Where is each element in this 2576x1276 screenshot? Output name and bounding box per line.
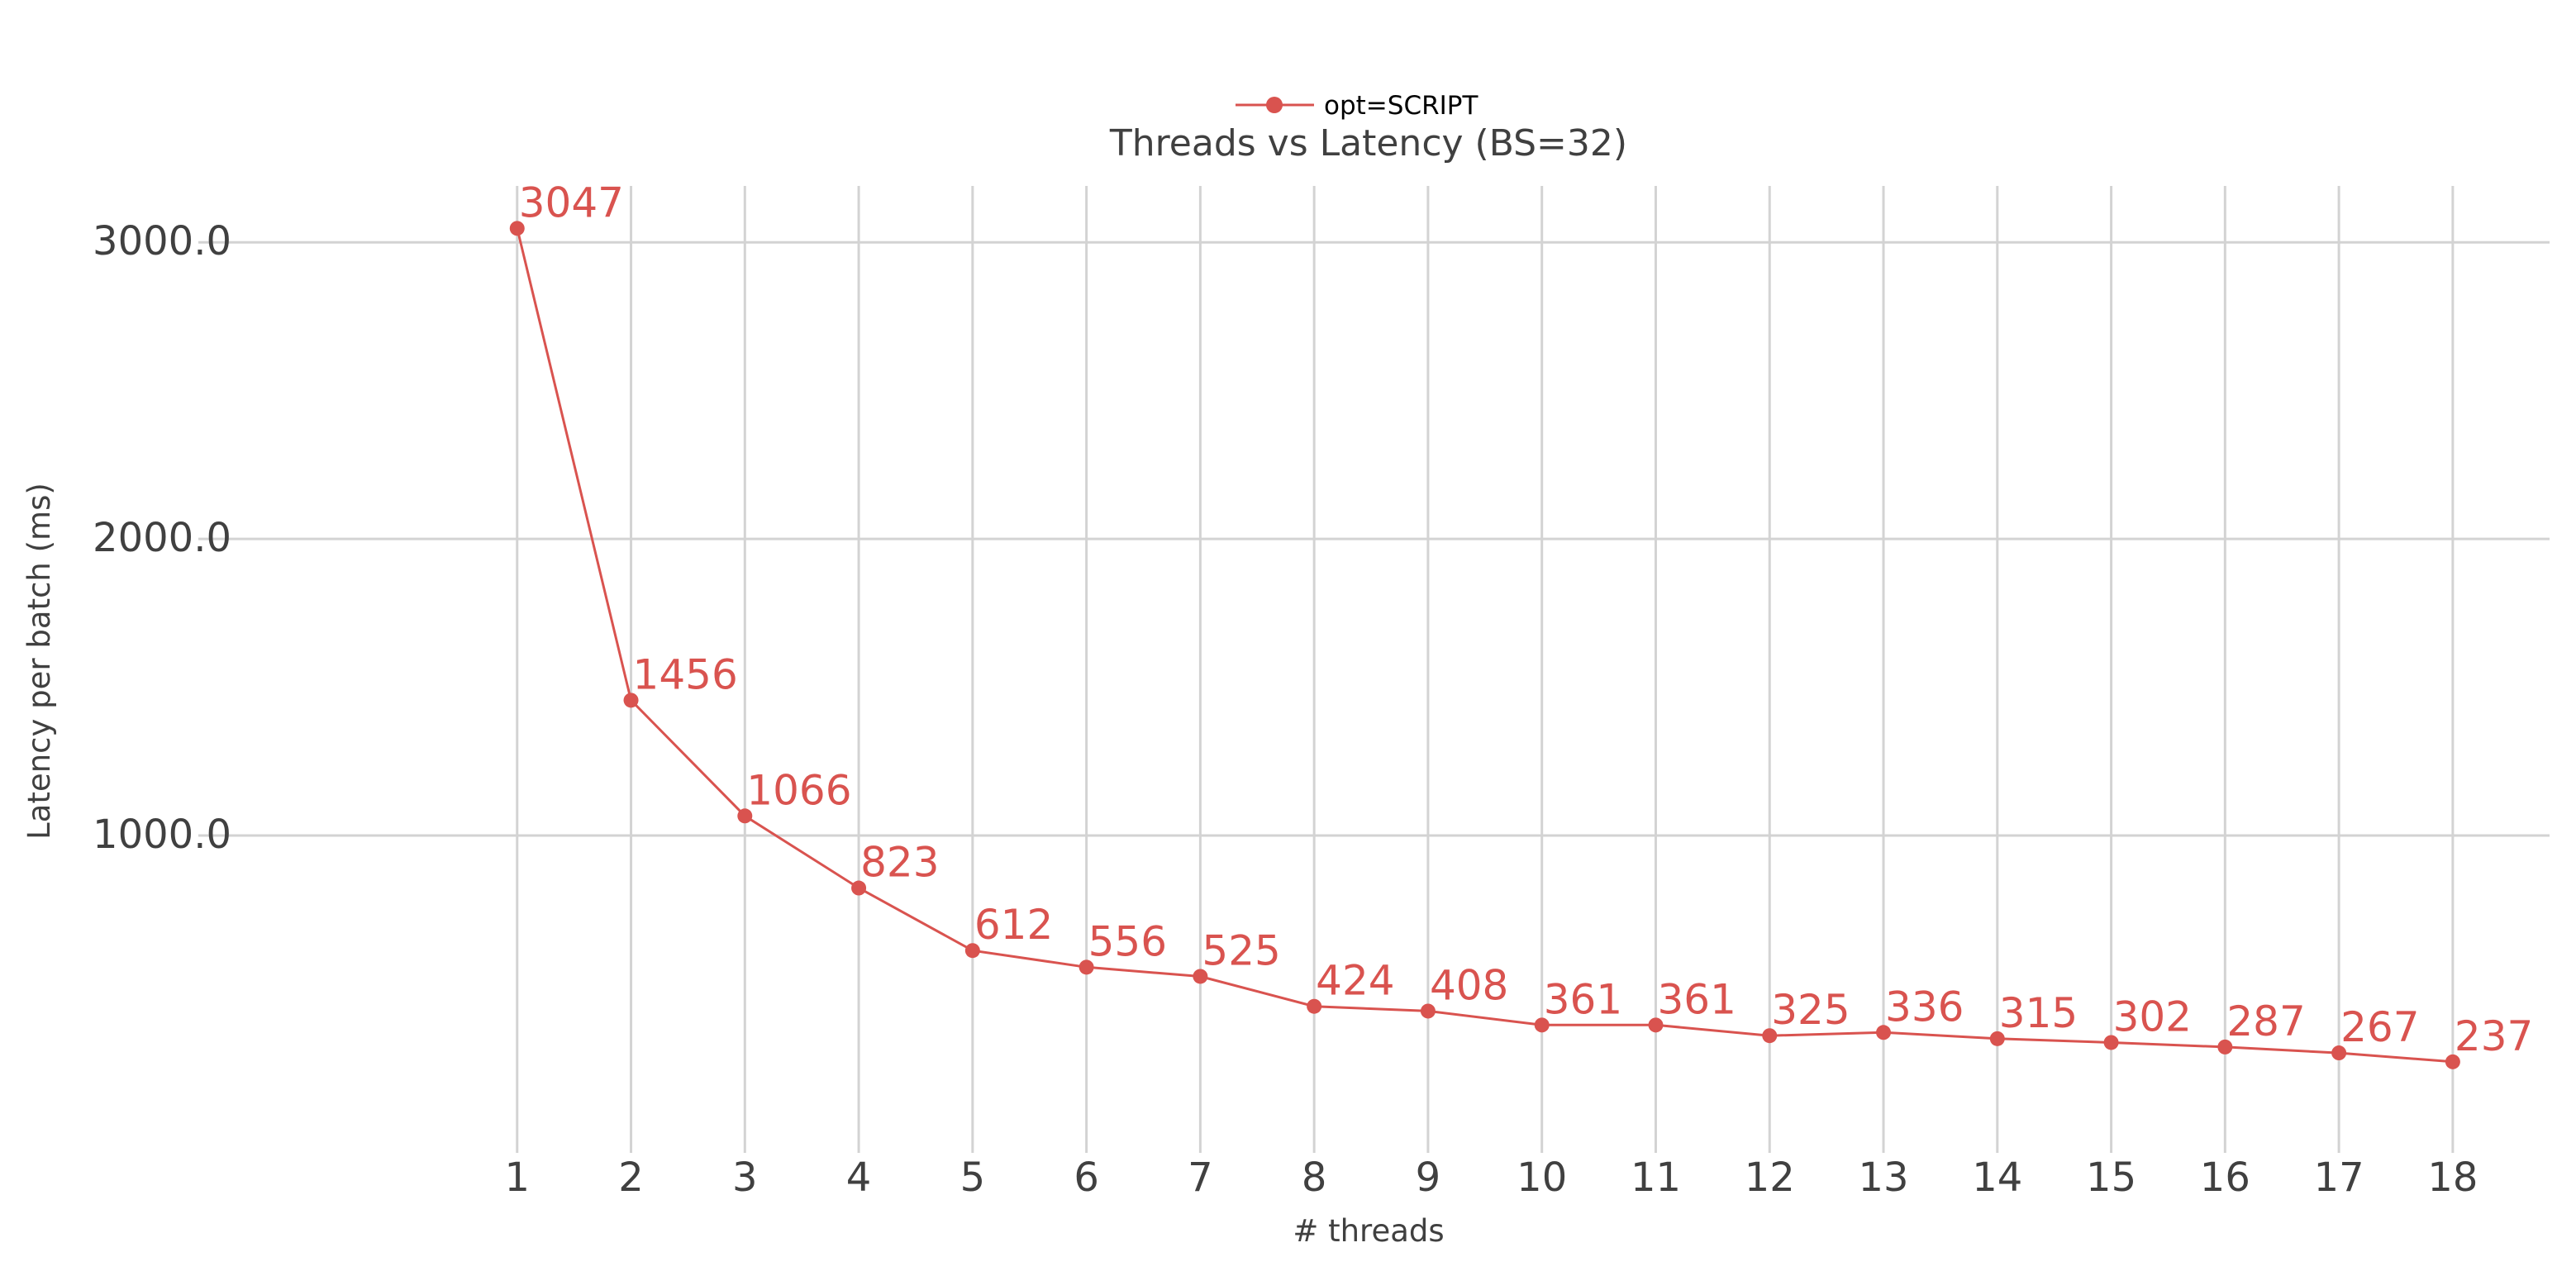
legend-series-label: opt=SCRIPT bbox=[1324, 91, 1478, 121]
data-label: 336 bbox=[1885, 983, 1964, 1031]
x-tick-label: 10 bbox=[1517, 1155, 1567, 1201]
legend: opt=SCRIPT bbox=[1236, 91, 1478, 121]
x-tick-label: 17 bbox=[2314, 1155, 2364, 1201]
data-label: 556 bbox=[1088, 917, 1167, 965]
data-label: 408 bbox=[1430, 961, 1508, 1009]
data-point bbox=[1876, 1025, 1892, 1040]
data-point bbox=[509, 221, 525, 236]
x-tick-label: 5 bbox=[960, 1155, 986, 1201]
chart-title: Threads vs Latency (BS=32) bbox=[1109, 122, 1627, 164]
data-label: 525 bbox=[1202, 926, 1280, 974]
data-point bbox=[851, 880, 867, 896]
data-point bbox=[623, 693, 639, 708]
data-point bbox=[2445, 1054, 2460, 1069]
grid bbox=[198, 186, 2550, 1153]
y-tick-label: 1000.0 bbox=[93, 812, 231, 858]
data-point bbox=[737, 808, 753, 824]
x-tick-label: 7 bbox=[1188, 1155, 1213, 1201]
x-tick-label: 6 bbox=[1074, 1155, 1099, 1201]
data-point bbox=[1534, 1017, 1550, 1033]
data-label: 424 bbox=[1316, 957, 1394, 1005]
data-label: 1456 bbox=[633, 650, 738, 698]
data-label: 315 bbox=[1999, 989, 2078, 1037]
series-line bbox=[516, 227, 2454, 1064]
data-label: 3047 bbox=[519, 179, 624, 226]
x-tick-label: 11 bbox=[1631, 1155, 1681, 1201]
x-tick-label: 9 bbox=[1416, 1155, 1441, 1201]
data-point bbox=[1989, 1031, 2005, 1046]
x-tick-label: 15 bbox=[2086, 1155, 2136, 1201]
x-tick-label: 2 bbox=[618, 1155, 644, 1201]
x-tick-label: 3 bbox=[732, 1155, 758, 1201]
data-point bbox=[1193, 969, 1208, 984]
data-label: 361 bbox=[1544, 975, 1622, 1023]
x-tick-label: 1 bbox=[504, 1155, 530, 1201]
data-label: 325 bbox=[1771, 986, 1850, 1034]
data-point bbox=[1648, 1017, 1664, 1033]
x-tick-label: 14 bbox=[1972, 1155, 2022, 1201]
y-tick-label: 2000.0 bbox=[93, 515, 231, 561]
data-point bbox=[1078, 959, 1094, 975]
data-point bbox=[2331, 1045, 2347, 1061]
legend-marker-icon bbox=[1266, 97, 1283, 113]
x-tick-label: 16 bbox=[2200, 1155, 2250, 1201]
data-point bbox=[1762, 1028, 1778, 1044]
y-axis-label: Latency per batch (ms) bbox=[21, 483, 57, 840]
x-axis-label: # threads bbox=[1293, 1213, 1444, 1249]
x-tick-label: 8 bbox=[1302, 1155, 1327, 1201]
data-label: 361 bbox=[1657, 975, 1736, 1023]
data-label: 1066 bbox=[746, 766, 851, 814]
data-point bbox=[1420, 1003, 1436, 1019]
data-label: 302 bbox=[2113, 993, 2192, 1040]
x-tick-label: 12 bbox=[1745, 1155, 1795, 1201]
data-label: 237 bbox=[2455, 1012, 2533, 1060]
y-tick-label: 3000.0 bbox=[93, 218, 231, 264]
data-point bbox=[2217, 1039, 2233, 1055]
data-label: 823 bbox=[860, 839, 939, 887]
series-layer bbox=[509, 221, 2460, 1069]
data-label: 267 bbox=[2340, 1003, 2419, 1051]
data-point bbox=[964, 943, 980, 959]
data-point bbox=[1307, 998, 1322, 1014]
data-point bbox=[2103, 1035, 2119, 1050]
x-tick-label: 13 bbox=[1858, 1155, 1908, 1201]
data-label: 612 bbox=[974, 901, 1053, 949]
x-tick-label: 4 bbox=[846, 1155, 872, 1201]
x-tick-label: 18 bbox=[2427, 1155, 2478, 1201]
data-label: 287 bbox=[2226, 997, 2305, 1045]
